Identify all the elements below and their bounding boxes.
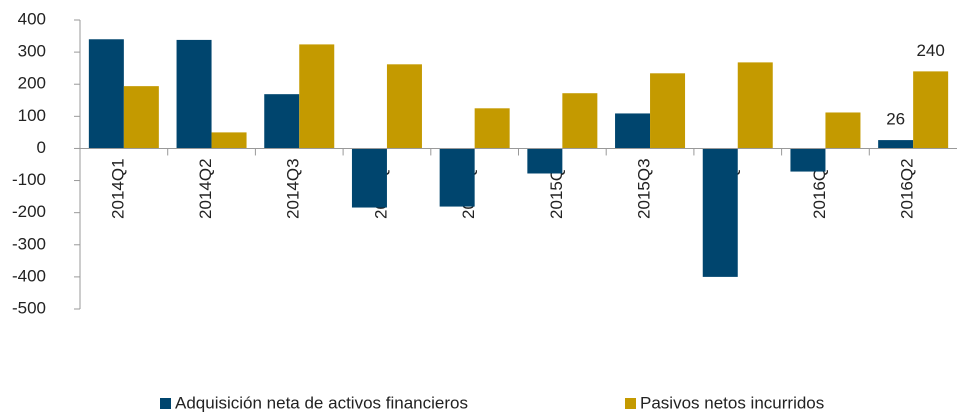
bar — [474, 108, 510, 149]
y-tick-label: 100 — [18, 106, 46, 125]
legend-swatch — [625, 398, 636, 409]
y-tick-label: -100 — [12, 170, 46, 189]
x-tick-label: 2014Q1 — [108, 158, 127, 219]
data-label: 240 — [916, 41, 944, 60]
x-tick-label: 2016Q1 — [810, 158, 829, 219]
bar — [650, 73, 686, 149]
y-tick-label: 200 — [18, 74, 46, 93]
bar — [351, 148, 387, 208]
y-tick-label: 400 — [18, 9, 46, 28]
bar — [527, 148, 563, 174]
bar — [176, 39, 212, 149]
bar — [615, 113, 651, 149]
x-tick-label: 2015Q2 — [547, 158, 566, 219]
y-tick-label: -500 — [12, 298, 46, 317]
bar — [88, 39, 124, 149]
bar — [211, 132, 247, 149]
y-tick-label: -400 — [12, 266, 46, 285]
x-tick-label: 2014Q2 — [196, 158, 215, 219]
bar — [737, 62, 773, 149]
y-tick-label: -300 — [12, 234, 46, 253]
bar — [299, 44, 335, 149]
x-tick-label: 2016Q2 — [898, 158, 917, 219]
bar — [790, 148, 826, 172]
y-tick-label: 300 — [18, 42, 46, 61]
legend-swatch — [160, 398, 171, 409]
x-tick-label: 2015Q3 — [635, 158, 654, 219]
y-tick-label: 0 — [37, 138, 46, 157]
bar — [439, 148, 475, 207]
bar — [913, 71, 949, 149]
data-label: 26 — [886, 110, 905, 129]
legend-label: Pasivos netos incurridos — [640, 393, 824, 412]
bar — [562, 93, 598, 149]
bar — [702, 148, 738, 277]
bar — [123, 86, 159, 149]
bar — [386, 64, 422, 149]
legend-label: Adquisición neta de activos financieros — [175, 393, 468, 412]
bar — [825, 112, 861, 149]
x-tick-label: 2014Q3 — [284, 158, 303, 219]
bar — [264, 94, 300, 149]
y-tick-label: -200 — [12, 202, 46, 221]
bar — [878, 140, 914, 149]
